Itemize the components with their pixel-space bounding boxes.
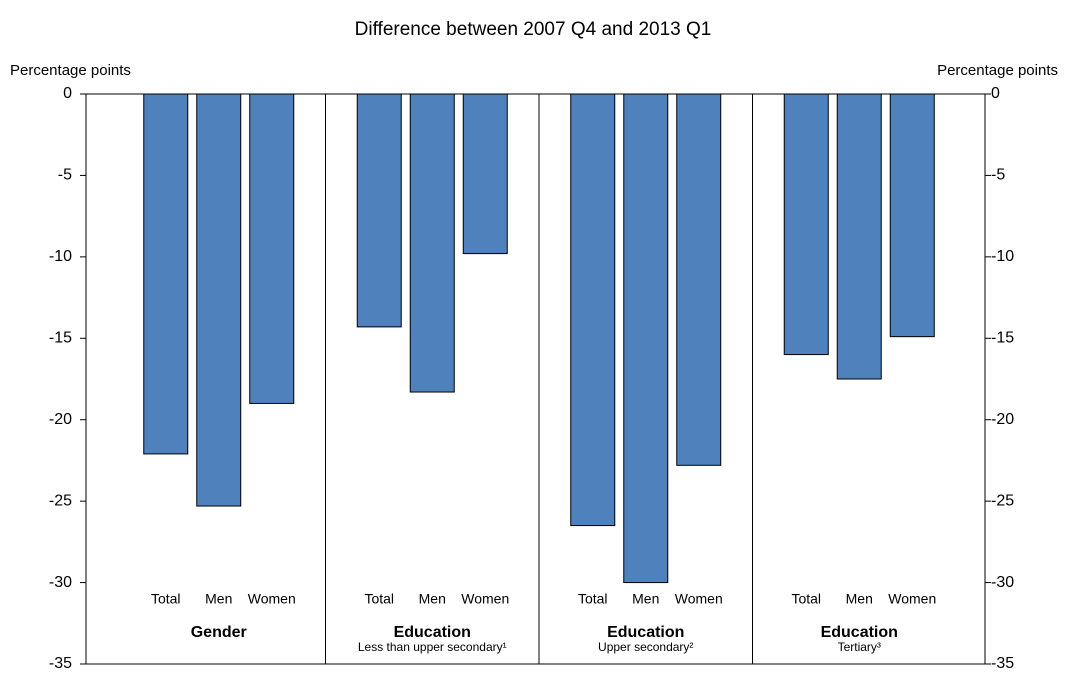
y-tick-label: -35	[49, 655, 72, 672]
y2-tick-label: -5	[991, 167, 1005, 184]
bar	[676, 93, 722, 466]
y2-tick-label: -30	[991, 574, 1014, 591]
x-tick-label: Total	[151, 591, 181, 607]
x-tick-label: Men	[419, 591, 446, 607]
group-sublabel: Tertiary³	[838, 640, 881, 654]
y2-tick-label: -15	[991, 330, 1014, 347]
bar	[249, 93, 295, 404]
bar	[409, 93, 455, 393]
y2-tick-label: -25	[991, 492, 1014, 509]
group-label: Gender	[191, 624, 247, 641]
group-label: Education	[607, 624, 684, 641]
x-tick-label: Women	[675, 591, 723, 607]
y-tick-label: -20	[49, 411, 72, 428]
x-tick-label: Women	[461, 591, 509, 607]
bar	[196, 93, 242, 507]
x-tick-label: Men	[205, 591, 232, 607]
x-tick-label: Men	[632, 591, 659, 607]
x-tick-label: Women	[888, 591, 936, 607]
y-tick-label: -10	[49, 248, 72, 265]
x-tick-label: Total	[578, 591, 608, 607]
group-label: Education	[394, 624, 471, 641]
bar	[889, 93, 935, 338]
y2-tick-label: -35	[991, 655, 1014, 672]
y-tick-label: -15	[49, 330, 72, 347]
y-tick-label: -30	[49, 574, 72, 591]
group-sublabel: Upper secondary²	[598, 640, 693, 654]
x-tick-label: Total	[791, 591, 821, 607]
bar	[783, 93, 829, 356]
plot-frame	[85, 93, 986, 665]
bar	[623, 93, 669, 584]
bar	[356, 93, 402, 328]
bar	[462, 93, 508, 255]
x-tick-label: Total	[364, 591, 394, 607]
y2-tick-label: 0	[991, 85, 1000, 102]
chart-title: Difference between 2007 Q4 and 2013 Q1	[355, 19, 712, 40]
y-tick-label: -5	[58, 167, 72, 184]
y-axis-label: Percentage points	[10, 62, 131, 79]
bar	[836, 93, 882, 380]
y-tick-label: 0	[63, 85, 72, 102]
x-tick-label: Women	[248, 591, 296, 607]
y-tick-label: -25	[49, 492, 72, 509]
bar	[570, 93, 616, 527]
group-sublabel: Less than upper secondary¹	[358, 640, 507, 654]
y2-tick-label: -10	[991, 248, 1014, 265]
x-tick-label: Men	[846, 591, 873, 607]
group-label: Education	[821, 624, 898, 641]
y2-axis-label: Percentage points	[937, 62, 1058, 79]
bar	[143, 93, 189, 455]
y2-tick-label: -20	[991, 411, 1014, 428]
